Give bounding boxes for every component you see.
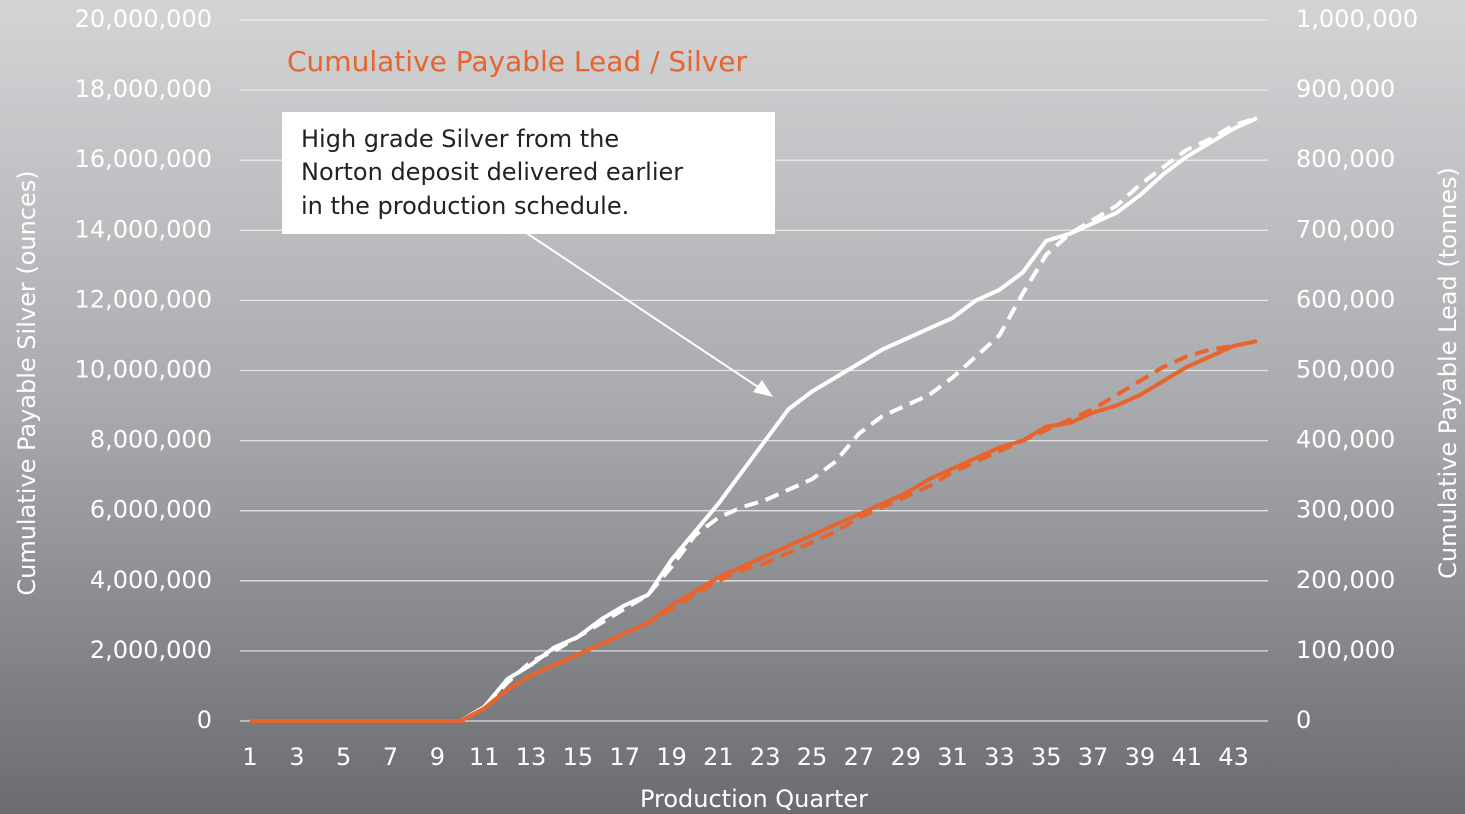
y-tick-label: 0 [197, 706, 212, 734]
x-tick-label: 5 [336, 743, 351, 771]
y2-tick-label: 200,000 [1296, 566, 1395, 594]
x-tick-label: 41 [1171, 743, 1202, 771]
x-tick-label: 29 [890, 743, 921, 771]
annotation-arrow [524, 231, 765, 392]
x-tick-label: 43 [1218, 743, 1249, 771]
y-tick-label: 2,000,000 [90, 636, 212, 664]
x-tick-label: 13 [516, 743, 547, 771]
x-tick-label: 9 [430, 743, 445, 771]
y2-tick-label: 500,000 [1296, 356, 1395, 384]
y-tick-label: 8,000,000 [90, 426, 212, 454]
x-tick-label: 31 [937, 743, 968, 771]
annotation-line: in the production schedule. [301, 192, 629, 220]
arrow-head [753, 380, 773, 397]
x-axis-title: Production Quarter [640, 785, 868, 813]
annotation-box [282, 112, 775, 234]
y2-tick-label: 1,000,000 [1296, 5, 1418, 33]
x-tick-label: 17 [609, 743, 640, 771]
x-tick-label: 25 [797, 743, 828, 771]
x-tick-label: 27 [844, 743, 875, 771]
y2-axis-title: Cumulative Payable Lead (tonnes) [1434, 167, 1462, 579]
y-tick-label: 12,000,000 [75, 285, 212, 313]
annotation-line: Norton deposit delivered earlier [301, 158, 683, 186]
x-tick-label: 39 [1125, 743, 1156, 771]
y2-tick-label: 700,000 [1296, 215, 1395, 243]
x-tick-label: 33 [984, 743, 1015, 771]
lines [250, 116, 1258, 723]
x-tick-label: 1 [242, 743, 257, 771]
x-tick-label: 37 [1078, 743, 1109, 771]
series-line [250, 339, 1258, 723]
x-tick-label: 23 [750, 743, 781, 771]
x-tick-label: 21 [703, 743, 734, 771]
y2-tick-label: 600,000 [1296, 285, 1395, 313]
x-tick-label: 3 [289, 743, 304, 771]
chart-title: Cumulative Payable Lead / Silver [287, 45, 748, 78]
y-tick-label: 4,000,000 [90, 566, 212, 594]
y-tick-label: 18,000,000 [75, 75, 212, 103]
y2-tick-label: 300,000 [1296, 496, 1395, 524]
y-tick-label: 6,000,000 [90, 496, 212, 524]
x-tick-label: 19 [656, 743, 687, 771]
y-axis-title: Cumulative Payable Silver (ounces) [13, 170, 41, 595]
y2-tick-label: 800,000 [1296, 145, 1395, 173]
y2-tick-label: 900,000 [1296, 75, 1395, 103]
y-tick-label: 14,000,000 [75, 215, 212, 243]
annotation-line: High grade Silver from the [301, 125, 619, 153]
y-tick-label: 16,000,000 [75, 145, 212, 173]
y-tick-label: 10,000,000 [75, 356, 212, 384]
y-tick-label: 20,000,000 [75, 5, 212, 33]
x-tick-label: 11 [469, 743, 500, 771]
y2-tick-label: 0 [1296, 706, 1311, 734]
x-tick-label: 35 [1031, 743, 1062, 771]
x-tick-label: 7 [383, 743, 398, 771]
y2-tick-label: 100,000 [1296, 636, 1395, 664]
x-tick-label: 15 [563, 743, 594, 771]
y2-tick-label: 400,000 [1296, 426, 1395, 454]
